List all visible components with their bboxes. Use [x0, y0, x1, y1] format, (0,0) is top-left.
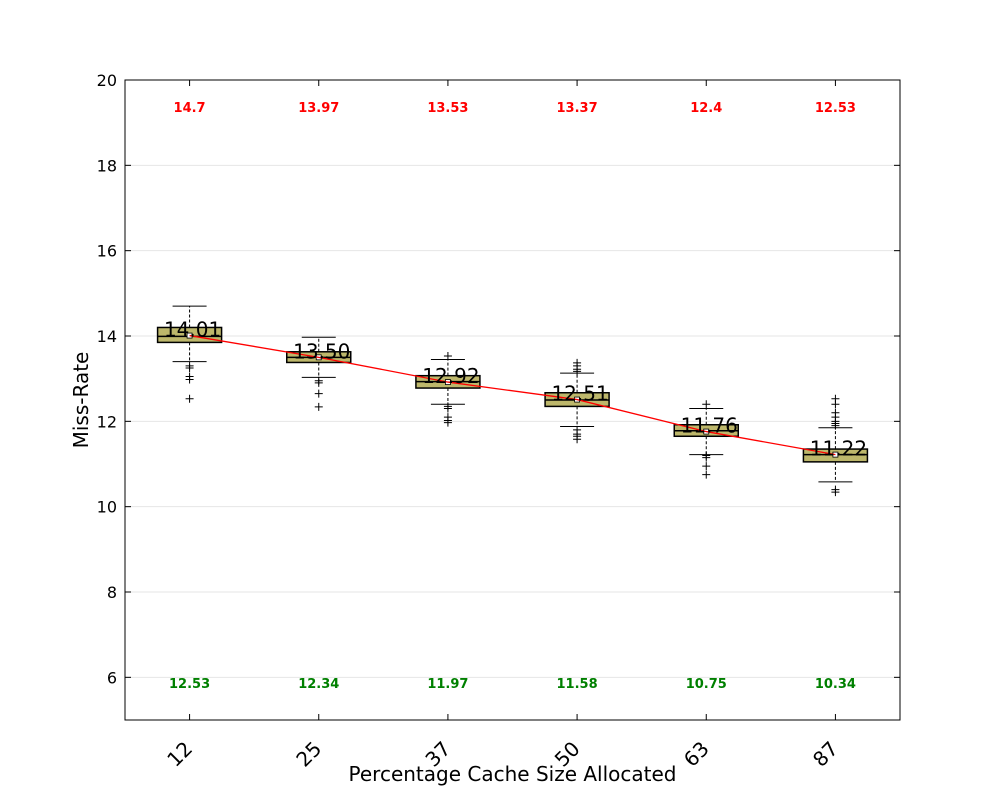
mean-value-label: 14.01 [164, 318, 221, 342]
flier-point [702, 453, 711, 462]
y-tick-label: 20 [97, 71, 117, 90]
mean-trend-line [189, 334, 836, 456]
flier-point [443, 352, 452, 361]
flier-point [702, 462, 711, 471]
flier-point [443, 404, 452, 413]
min-value-label: 10.34 [815, 677, 856, 692]
x-tick-label: 25 [291, 737, 326, 772]
y-tick-label: 14 [97, 327, 117, 346]
max-value-label: 14.7 [174, 101, 206, 116]
mean-value-label: 13.50 [293, 339, 350, 363]
flier-point [314, 378, 323, 387]
flier-point [831, 421, 840, 430]
y-axis: 6 8 10 12 14 16 18 20 [97, 71, 900, 687]
min-value-label: 11.97 [427, 677, 468, 692]
mean-line-layer [189, 334, 836, 456]
boxes-layer [156, 305, 869, 497]
flier-point [314, 402, 323, 411]
max-value-label: 12.53 [815, 101, 856, 116]
mean-value-label: 12.51 [551, 382, 608, 406]
value-labels-layer: 14.7 12.53 14.01 13.97 12.34 13.50 13.53 11.97 1… [164, 101, 867, 692]
flier-point [831, 400, 840, 409]
x-axis: 12 25 37 50 63 87 [162, 80, 843, 772]
flier-point [185, 364, 194, 372]
y-tick-label: 6 [107, 668, 117, 687]
flier-point [573, 435, 582, 444]
mean-value-label: 11.76 [681, 414, 738, 438]
max-value-label: 12.4 [690, 101, 722, 116]
flier-point [185, 394, 194, 403]
y-axis-title: Miss-Rate [69, 352, 93, 449]
y-tick-label: 10 [97, 498, 117, 517]
y-tick-label: 16 [97, 242, 117, 261]
flier-point [314, 389, 323, 398]
y-tick-label: 18 [97, 156, 117, 175]
max-value-label: 13.37 [557, 101, 598, 116]
mean-value-label: 11.22 [810, 437, 867, 461]
max-value-label: 13.53 [427, 101, 468, 116]
flier-point [831, 488, 840, 497]
flier-point [185, 375, 194, 384]
plot-frame [124, 79, 901, 721]
flier-point [702, 470, 711, 479]
y-tick-label: 8 [107, 583, 117, 602]
flier-point [573, 367, 582, 376]
grid-lines [125, 79, 900, 678]
mean-value-label: 12.92 [422, 364, 479, 388]
box-63 [673, 400, 739, 479]
min-value-label: 10.75 [686, 677, 727, 692]
max-value-label: 13.97 [298, 101, 339, 116]
min-value-label: 12.53 [169, 677, 210, 692]
y-tick-label: 12 [97, 412, 117, 431]
flier-point [702, 400, 711, 409]
min-value-label: 11.58 [557, 677, 598, 692]
x-tick-label: 63 [679, 737, 714, 772]
x-tick-label: 12 [162, 737, 197, 772]
x-tick-label: 87 [808, 737, 843, 772]
min-value-label: 12.34 [298, 677, 339, 692]
x-axis-title: Percentage Cache Size Allocated [349, 762, 677, 786]
flier-point [443, 418, 452, 427]
